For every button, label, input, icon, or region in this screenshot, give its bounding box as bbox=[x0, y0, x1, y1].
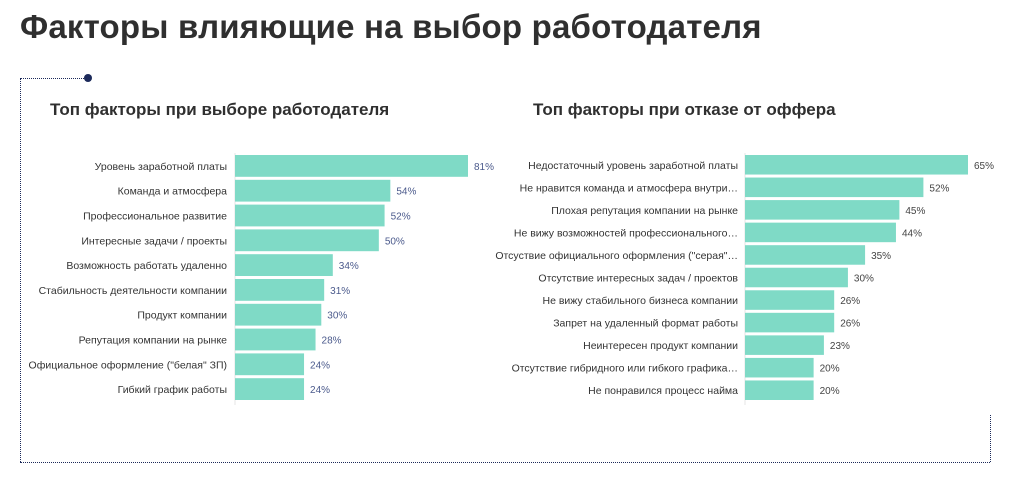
value-label: 52% bbox=[391, 212, 411, 223]
category-label: Уровень заработной платы bbox=[95, 161, 227, 173]
value-label: 65% bbox=[974, 161, 994, 172]
category-label: Отсутствие интересных задач / проектов bbox=[538, 273, 738, 285]
category-label: Отсутствие гибридного или гибкого график… bbox=[512, 363, 738, 375]
value-label: 20% bbox=[820, 364, 840, 375]
category-label: Недостаточный уровень заработной платы bbox=[528, 160, 738, 172]
bar bbox=[235, 279, 325, 301]
chart-right-title: Топ факторы при отказе от оффера bbox=[533, 100, 836, 119]
value-label: 23% bbox=[830, 341, 850, 352]
value-label: 26% bbox=[840, 296, 860, 307]
value-label: 52% bbox=[929, 183, 949, 194]
category-label: Продукт компании bbox=[137, 310, 227, 322]
value-label: 30% bbox=[854, 274, 874, 285]
value-label: 45% bbox=[905, 206, 925, 217]
value-label: 35% bbox=[871, 251, 891, 262]
category-label: Возможность работать удаленно bbox=[66, 260, 227, 272]
frame-dot-marker bbox=[84, 74, 92, 82]
bar bbox=[235, 328, 316, 351]
bar bbox=[235, 229, 379, 252]
category-label: Гибкий график работы bbox=[118, 384, 227, 396]
bar bbox=[235, 303, 322, 326]
bar bbox=[235, 254, 333, 276]
chart-right: Недостаточный уровень заработной платы 65… bbox=[495, 153, 994, 405]
value-label: 31% bbox=[330, 286, 350, 297]
bar bbox=[235, 353, 305, 376]
category-label: Официальное оформление ("белая" ЗП) bbox=[29, 359, 227, 371]
value-label: 54% bbox=[396, 187, 416, 198]
category-label: Репутация компании на рынке bbox=[79, 335, 228, 347]
category-label: Стабильность деятельности компании bbox=[39, 285, 228, 297]
category-label: Не нравится команда и атмосфера внутри… bbox=[520, 182, 738, 194]
value-label: 50% bbox=[385, 236, 405, 247]
chart-left: Уровень заработной платы 81% Команда и атм… bbox=[29, 153, 494, 405]
category-label: Неинтересен продукт компании bbox=[583, 340, 738, 352]
category-label: Не понравился процесс найма bbox=[588, 385, 738, 397]
bar bbox=[745, 245, 866, 265]
chart-left-title: Топ факторы при выборе работодателя bbox=[50, 100, 390, 119]
bar bbox=[745, 267, 848, 288]
frame-border-bottom bbox=[20, 462, 990, 463]
value-label: 28% bbox=[322, 336, 342, 347]
value-label: 34% bbox=[339, 261, 359, 272]
category-label: Не вижу возможностей профессионального… bbox=[514, 227, 738, 239]
category-label: Отсуствие официального оформления ("сера… bbox=[495, 250, 738, 262]
bar bbox=[235, 179, 391, 202]
category-label: Не вижу стабильного бизнеса компании bbox=[542, 295, 738, 307]
bar bbox=[745, 222, 896, 243]
value-label: 26% bbox=[840, 319, 860, 330]
category-label: Команда и атмосфера bbox=[118, 186, 228, 198]
value-label: 81% bbox=[474, 162, 494, 173]
bar bbox=[745, 312, 835, 333]
value-label: 44% bbox=[902, 228, 922, 239]
bar bbox=[745, 155, 968, 175]
category-label: Плохая репутация компании на рынке bbox=[551, 205, 738, 217]
bar bbox=[745, 357, 814, 378]
value-label: 20% bbox=[820, 386, 840, 397]
bar bbox=[745, 380, 814, 400]
frame-border-top bbox=[20, 78, 86, 79]
bar bbox=[745, 200, 900, 220]
bar bbox=[745, 335, 824, 355]
frame-border-left bbox=[20, 78, 21, 462]
value-label: 30% bbox=[327, 311, 347, 322]
bar bbox=[745, 177, 924, 198]
bar bbox=[235, 204, 385, 227]
category-label: Интересные задачи / проекты bbox=[81, 235, 227, 247]
frame-border-right bbox=[990, 415, 991, 462]
value-label: 24% bbox=[310, 385, 330, 396]
page-title: Факторы влияющие на выбор работодателя bbox=[20, 8, 762, 45]
bar bbox=[235, 378, 305, 400]
category-label: Профессиональное развитие bbox=[83, 211, 227, 223]
bar bbox=[235, 155, 468, 177]
value-label: 24% bbox=[310, 360, 330, 371]
bar bbox=[745, 290, 835, 310]
category-label: Запрет на удаленный формат работы bbox=[553, 318, 738, 330]
